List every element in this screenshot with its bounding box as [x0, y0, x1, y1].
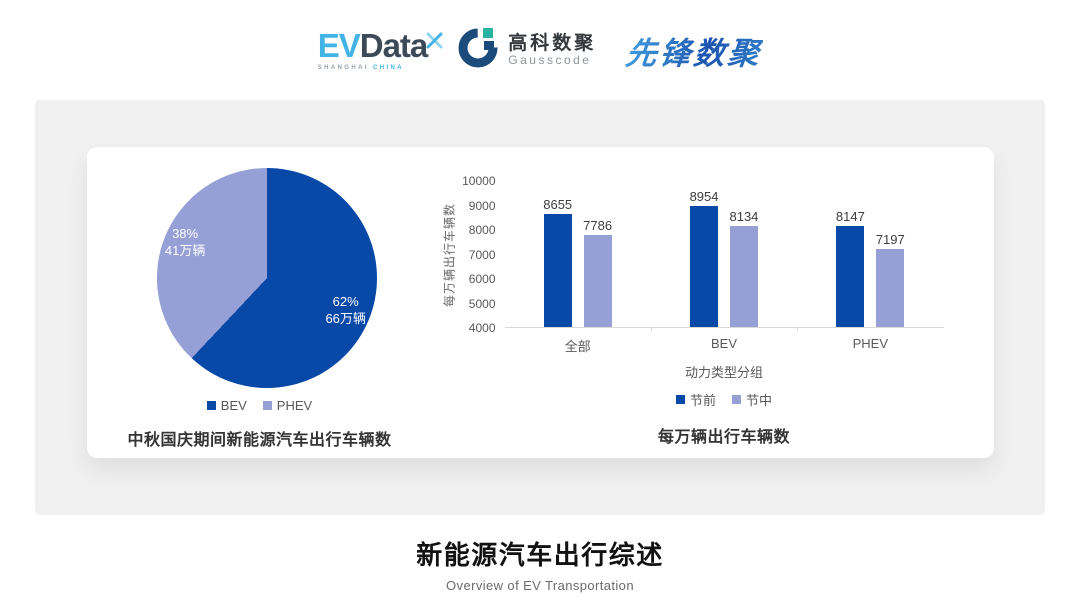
phev-amount: 41万辆: [164, 242, 206, 258]
x-axis-label: 动力类型分组: [684, 365, 763, 380]
y-tick-label: 6000: [468, 272, 496, 286]
pie-chart-title: 中秋国庆期间新能源汽车出行车辆数: [127, 432, 392, 449]
bar-节前-PHEV: [836, 226, 865, 327]
pie-legend-item-bev: BEV: [206, 398, 247, 413]
y-tick-label: 4000: [468, 321, 496, 335]
bar-unit: 7197: [876, 181, 905, 327]
bar-unit: 8954: [689, 181, 719, 327]
bar-value-label: 7786: [583, 217, 613, 233]
bar-group-PHEV: 8147 7197: [797, 181, 943, 327]
bar-value-label: 8147: [835, 209, 865, 225]
evdata-x-star-icon: [426, 21, 443, 54]
category-label-全部: 全部: [564, 339, 591, 354]
evdata-logo: EVData SHANGHAI CHINA: [317, 27, 443, 71]
pie-chart-block: 38% 41万辆 62% 66万辆 BEV PHEV 中秋国庆期间新能源汽车: [87, 147, 433, 458]
category-label-PHEV: PHEV: [852, 336, 889, 351]
bar-legend-item-mid: 节中: [732, 390, 772, 409]
axis-divider-tick: [650, 327, 652, 331]
bev-percent: 62%: [332, 294, 359, 310]
axis-divider-tick: [797, 327, 799, 331]
bar-节中-BEV: [729, 226, 758, 327]
bar-value-label: 8655: [543, 196, 573, 212]
page-subtitle: Overview of EV Transportation: [446, 578, 634, 593]
bar-group-BEV: 8954 8134: [651, 181, 797, 327]
evdata-ev-text: EV: [317, 27, 361, 64]
y-tick-label: 9000: [468, 198, 496, 213]
gausscode-en-name: Gausscode: [508, 52, 592, 67]
bar-节前-BEV: [690, 206, 719, 327]
bev-swatch: [206, 401, 216, 410]
category-label-BEV: BEV: [710, 336, 737, 351]
gausscode-text: 高科数聚 Gausscode: [508, 32, 597, 67]
bar-chart-block: 每万辆出行车辆数 10000 9000 8000 7000 6000 5000 4000 8…: [433, 147, 994, 458]
y-tick-label: 5000: [468, 296, 496, 311]
xianfeng-logo: 先锋数聚: [624, 28, 765, 73]
gausscode-cn-name: 高科数聚: [508, 32, 597, 54]
y-tick-label: 10000: [462, 174, 496, 188]
bar-chart-title: 每万辆出行车辆数: [657, 429, 790, 446]
bar-legend: 节前 节中: [439, 390, 944, 409]
pre-holiday-swatch: [675, 395, 685, 404]
bar-unit: 8147: [836, 181, 865, 327]
evdata-tagline-shanghai: SHANGHAI: [317, 65, 369, 71]
mid-holiday-legend-label: 节中: [746, 393, 773, 408]
bar-节前-全部: [543, 213, 572, 327]
bar-group-全部: 8655 7786: [505, 181, 651, 327]
y-axis-label: 每万辆出行车辆数: [442, 202, 456, 307]
pie-legend-item-phev: PHEV: [262, 398, 313, 413]
bar-节中-PHEV: [876, 249, 905, 327]
bar-legend-item-pre: 节前: [675, 390, 716, 409]
phev-legend-label: PHEV: [276, 398, 313, 413]
page-footer: 新能源汽车出行综述 Overview of EV Transportation: [0, 535, 1080, 593]
bev-amount: 66万辆: [325, 311, 366, 326]
pre-holiday-legend-label: 节前: [689, 393, 716, 408]
bar-value-label: 8134: [729, 209, 759, 225]
y-tick-label: 8000: [468, 223, 496, 237]
y-tick-label: 7000: [468, 247, 496, 262]
bar-unit: 7786: [583, 181, 612, 327]
evdata-tagline: SHANGHAI CHINA: [318, 65, 404, 71]
bar-caption-row: 每万辆出行车辆数: [439, 423, 944, 447]
bev-legend-label: BEV: [220, 398, 247, 413]
page-title: 新能源汽车出行综述: [416, 540, 664, 570]
bar-plot-area: 8655 7786 8954 8134 8147 7197: [504, 181, 944, 331]
y-axis-ticks: 10000 9000 8000 7000 6000 5000 4000: [459, 174, 505, 335]
phev-percent: 38%: [172, 225, 199, 241]
evdata-data-text: Data: [359, 27, 429, 64]
report-panel: 38% 41万辆 62% 66万辆 BEV PHEV 中秋国庆期间新能源汽车: [35, 100, 1045, 515]
bar-unit: 8655: [543, 181, 572, 327]
bar-unit: 8134: [729, 181, 758, 327]
pie-slice-label-bev: 62% 66万辆: [325, 294, 365, 328]
y-axis-label-column: 每万辆出行车辆数: [439, 181, 459, 328]
header-logos: EVData SHANGHAI CHINA 高科数聚 Gausscode: [0, 0, 1080, 100]
bar-节中-全部: [583, 234, 612, 327]
xianfeng-wordmark: 先锋数聚: [624, 28, 765, 73]
gausscode-logo: 高科数聚 Gausscode: [457, 27, 596, 74]
x-axis-categories: 全部 BEV PHEV: [439, 336, 944, 355]
bar-chart: 每万辆出行车辆数 10000 9000 8000 7000 6000 5000 4000 8…: [439, 174, 944, 335]
pie-legend: BEV PHEV: [206, 398, 313, 413]
bar-value-label: 8954: [689, 189, 719, 205]
evdata-wordmark: EVData: [317, 27, 443, 64]
charts-card: 38% 41万辆 62% 66万辆 BEV PHEV 中秋国庆期间新能源汽车: [86, 147, 994, 458]
evdata-tagline-china: CHINA: [372, 65, 404, 71]
phev-swatch: [262, 401, 272, 410]
gausscode-g-icon: [457, 27, 499, 74]
bar-value-label: 7197: [875, 232, 905, 248]
pie-slice-label-phev: 38% 41万辆: [165, 226, 205, 260]
mid-holiday-swatch: [732, 395, 741, 404]
pie-chart: 38% 41万辆 62% 66万辆: [156, 168, 377, 388]
